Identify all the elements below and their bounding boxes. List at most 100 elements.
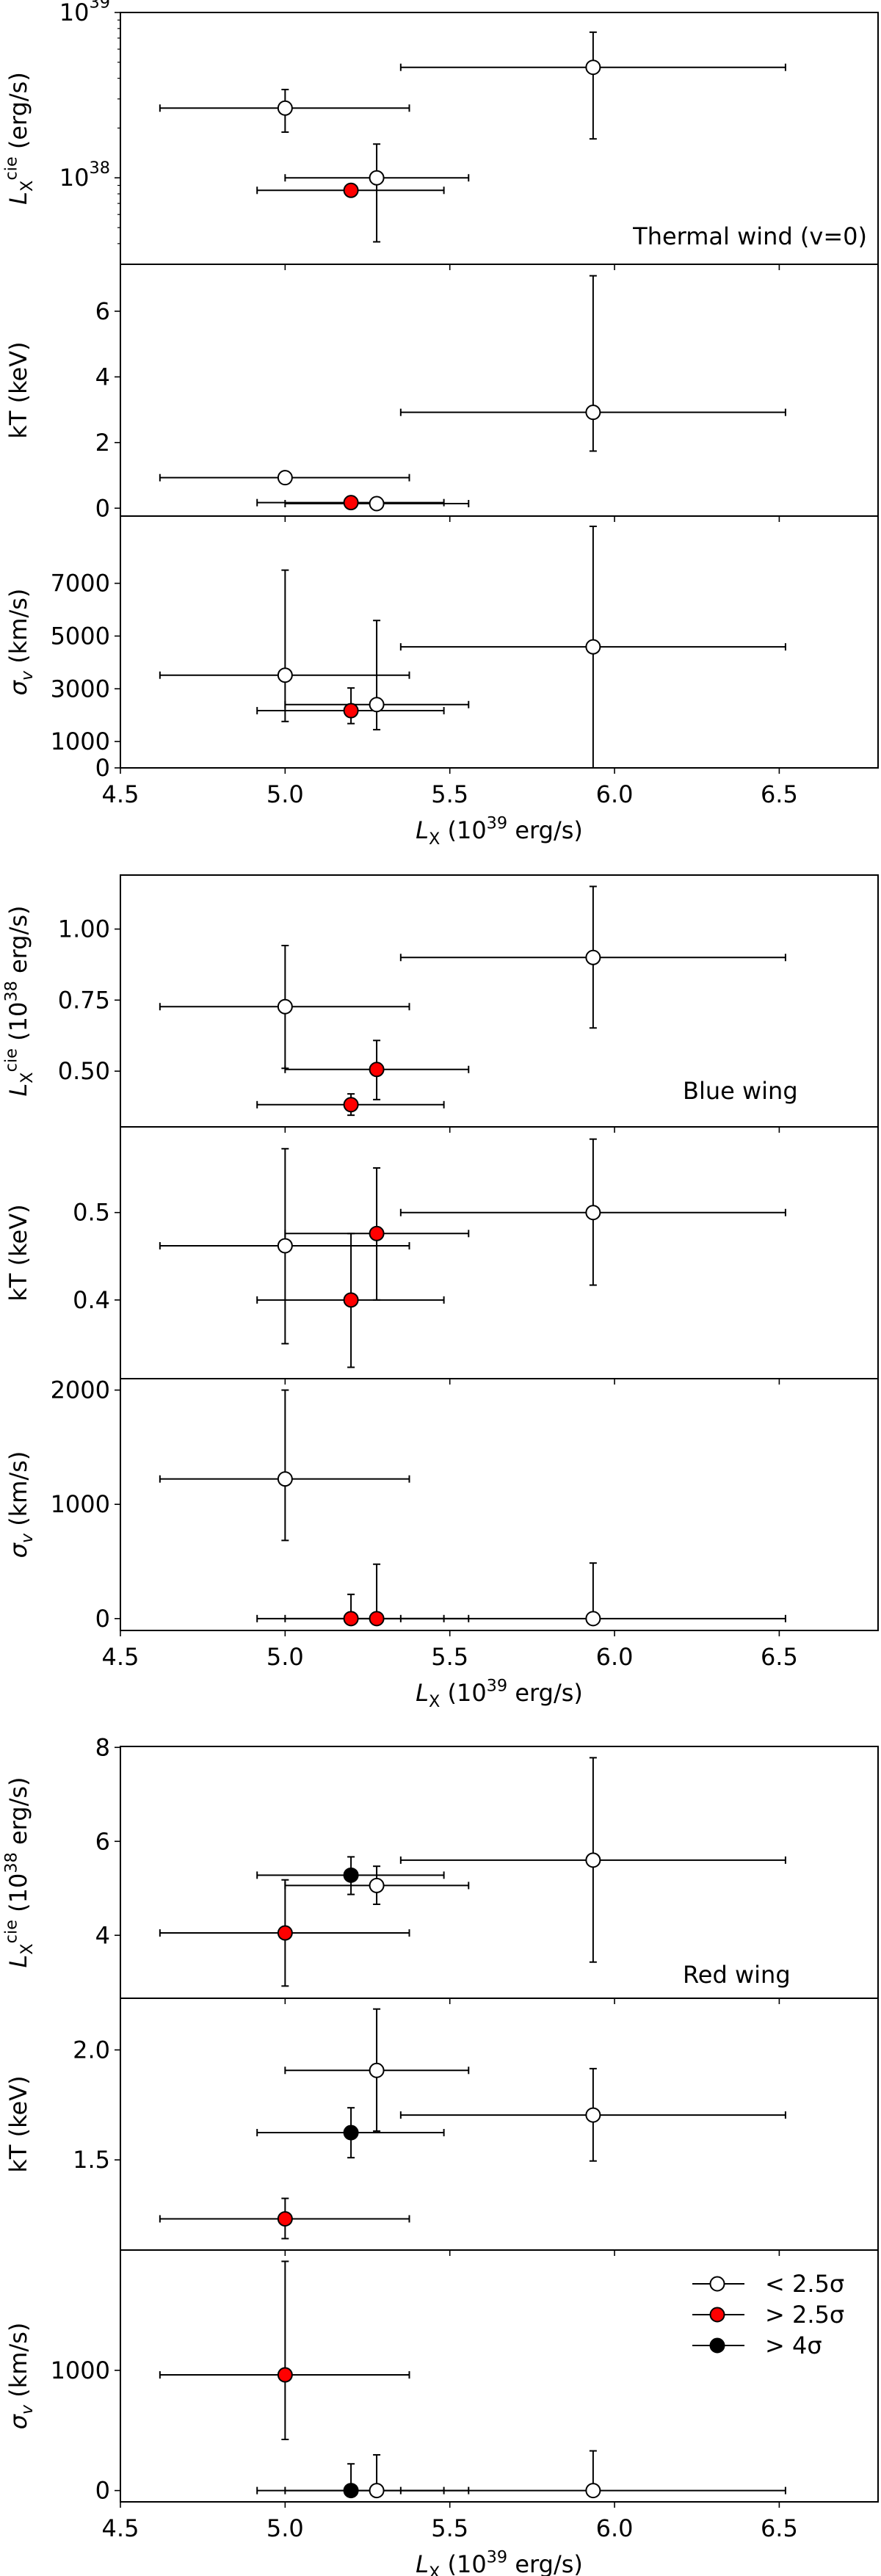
marker bbox=[585, 1205, 601, 1221]
data-point-low bbox=[399, 31, 786, 140]
y-tick-label: 4 bbox=[95, 1921, 110, 1949]
marker bbox=[343, 1867, 359, 1883]
marker bbox=[369, 697, 385, 713]
marker bbox=[343, 2125, 359, 2141]
panel-frame bbox=[120, 2249, 879, 2503]
y-tick-label: 2.0 bbox=[73, 2036, 110, 2064]
marker bbox=[369, 1611, 385, 1627]
legend-label: > 2.5σ bbox=[765, 2301, 844, 2329]
panel-2-1: 1.5 2.0 kT (keV) bbox=[4, 1998, 879, 2256]
panel-2-0: 4 6 8 LXcie (1038 erg/s) Red wing bbox=[2, 1733, 879, 2004]
data-point-low bbox=[284, 143, 470, 243]
panel-1-2: 0 1000 2000 σv (km/s) bbox=[4, 1376, 879, 1636]
marker bbox=[277, 2210, 293, 2227]
y-tick-label: 0 bbox=[95, 2477, 110, 2505]
y-axis-label: kT (keV) bbox=[4, 341, 32, 438]
x-axis-label: LX (1039 erg/s) bbox=[416, 814, 583, 849]
y-axis-label: LXcie (1038 erg/s) bbox=[2, 1777, 37, 1967]
legend-entry: > 2.5σ bbox=[692, 2301, 844, 2329]
x-tick-label: 6.5 bbox=[761, 1643, 798, 1671]
marker bbox=[369, 170, 385, 186]
legend-marker bbox=[709, 2337, 725, 2354]
y-axis-label: σv (km/s) bbox=[4, 589, 37, 696]
marker bbox=[369, 1225, 385, 1241]
y-tick-label: 2 bbox=[95, 429, 110, 457]
y-tick-label: 5000 bbox=[51, 622, 110, 650]
y-axis-label: kT (keV) bbox=[4, 2075, 32, 2172]
marker bbox=[585, 639, 601, 655]
marker bbox=[343, 495, 359, 511]
marker bbox=[343, 182, 359, 198]
y-tick-label: 0 bbox=[95, 494, 110, 522]
legend-marker bbox=[709, 2307, 725, 2323]
panel-annotation: Thermal wind (v=0) bbox=[632, 222, 867, 250]
x-tick-label: 6.0 bbox=[596, 780, 634, 808]
marker bbox=[585, 59, 601, 76]
marker bbox=[585, 2107, 601, 2123]
data-point-mid bbox=[159, 2260, 410, 2440]
y-tick-label: 7000 bbox=[51, 570, 110, 598]
x-tick-label: 6.0 bbox=[596, 2514, 634, 2542]
x-tick-label: 5.5 bbox=[431, 2514, 468, 2542]
marker bbox=[277, 667, 293, 683]
figure-group-2: 4 6 8 LXcie (1038 erg/s) Red wing 1.5 2.0 kT (k… bbox=[2, 1733, 879, 2576]
y-axis-label: LXcie (1038 erg/s) bbox=[2, 905, 37, 1096]
y-tick-label: 2000 bbox=[51, 1376, 110, 1404]
legend-entry: > 4σ bbox=[692, 2332, 822, 2359]
y-tick-label: 6 bbox=[95, 297, 110, 325]
marker bbox=[585, 1611, 601, 1627]
x-tick-label: 5.0 bbox=[267, 2514, 304, 2542]
panel-annotation: Red wing bbox=[683, 1961, 791, 1989]
data-point-low bbox=[159, 1389, 410, 1542]
marker bbox=[585, 404, 601, 421]
panel-annotation: Blue wing bbox=[683, 1077, 798, 1105]
marker bbox=[585, 1852, 601, 1868]
x-tick-label: 5.5 bbox=[431, 1643, 468, 1671]
marker bbox=[277, 2367, 293, 2383]
legend: < 2.5σ > 2.5σ > 4σ bbox=[692, 2270, 844, 2359]
y-tick-label: 3000 bbox=[51, 675, 110, 703]
panel-frame bbox=[120, 1378, 879, 1631]
marker bbox=[343, 1292, 359, 1308]
panel-0-0: 1038 1039 LXcie (erg/s) Thermal wind (v=0) bbox=[2, 0, 879, 270]
x-tick-label: 6.0 bbox=[596, 1643, 634, 1671]
x-tick-label: 5.0 bbox=[267, 1643, 304, 1671]
x-axis-label: LX (1039 erg/s) bbox=[416, 2548, 583, 2576]
y-tick-label: 8 bbox=[95, 1733, 110, 1761]
legend-entry: < 2.5σ bbox=[692, 2270, 844, 2298]
figure-group-0: 1038 1039 LXcie (erg/s) Thermal wind (v=0) 0… bbox=[2, 0, 879, 849]
marker bbox=[369, 1062, 385, 1078]
y-tick-label: 0.50 bbox=[58, 1057, 110, 1085]
x-axis-label: LX (1039 erg/s) bbox=[416, 1677, 583, 1711]
panel-frame bbox=[120, 515, 879, 769]
marker bbox=[277, 100, 293, 116]
y-axis-label: σv (km/s) bbox=[4, 1451, 37, 1559]
y-tick-label: 0 bbox=[95, 1605, 110, 1633]
marker bbox=[369, 2483, 385, 2499]
x-tick-label: 4.5 bbox=[102, 780, 139, 808]
panel-frame bbox=[120, 1998, 879, 2251]
marker bbox=[343, 2483, 359, 2499]
marker bbox=[277, 998, 293, 1015]
y-tick-label: 1.5 bbox=[73, 2146, 110, 2174]
y-tick-label: 1000 bbox=[51, 728, 110, 755]
x-tick-label: 4.5 bbox=[102, 2514, 139, 2542]
y-axis-label: σv (km/s) bbox=[4, 2323, 37, 2430]
marker bbox=[277, 1471, 293, 1487]
marker bbox=[585, 2483, 601, 2499]
legend-marker bbox=[709, 2276, 725, 2292]
panel-1-1: 0.4 0.5 kT (keV) bbox=[4, 1126, 879, 1385]
panel-2-2: 0 1000 σv (km/s) < 2.5σ > 2.5σ > 4σ bbox=[4, 2249, 879, 2508]
y-tick-label: 0 bbox=[95, 754, 110, 782]
panel-frame bbox=[120, 1126, 879, 1379]
data-point-low bbox=[399, 275, 786, 452]
y-axis-label: LXcie (erg/s) bbox=[2, 72, 37, 205]
legend-label: > 4σ bbox=[765, 2332, 822, 2359]
y-axis-label: kT (keV) bbox=[4, 1204, 32, 1301]
marker bbox=[343, 703, 359, 719]
panel-0-1: 0 2 4 6 kT (keV) bbox=[4, 264, 879, 522]
y-tick-label: 1000 bbox=[51, 1490, 110, 1518]
marker bbox=[277, 1238, 293, 1254]
